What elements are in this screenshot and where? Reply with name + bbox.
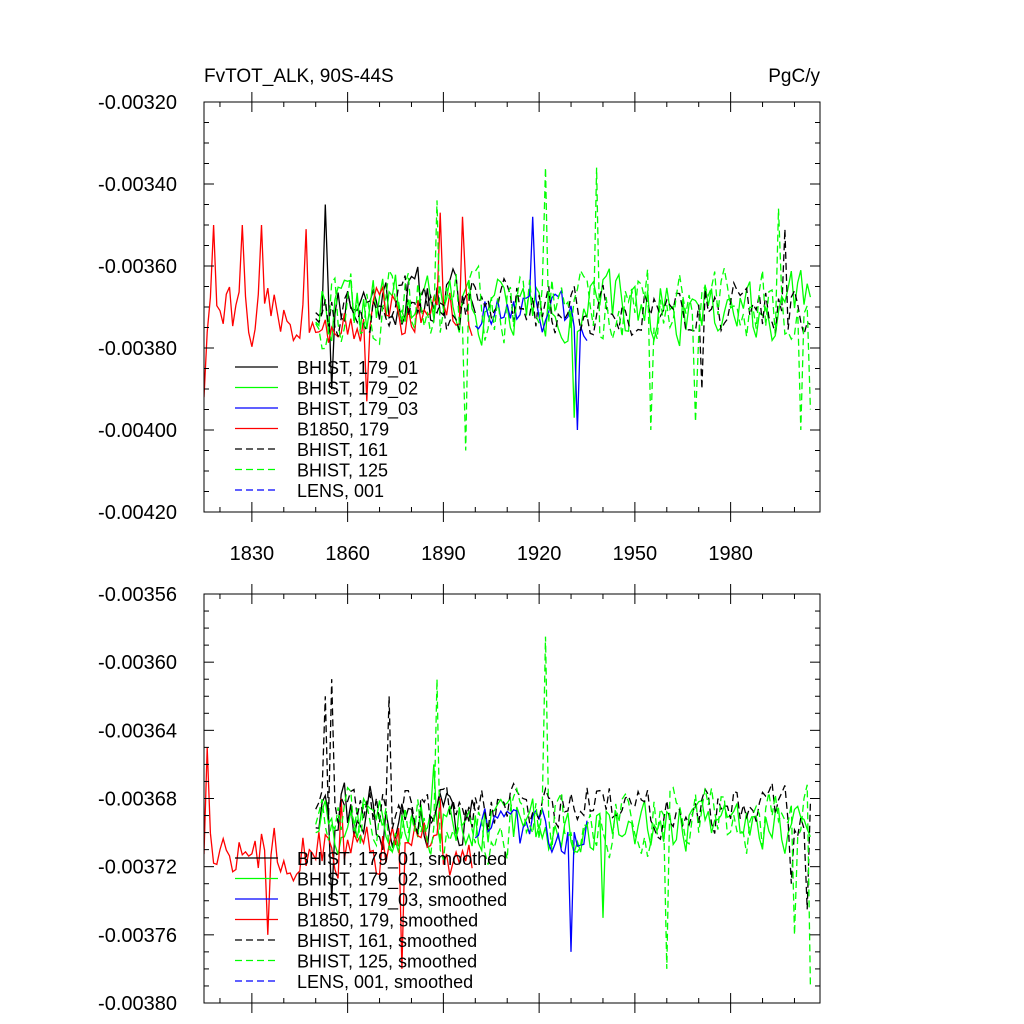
series-line-1 — [315, 764, 812, 918]
y-tick-label: -0.00420 — [98, 502, 177, 524]
series-line-0 — [315, 204, 476, 390]
chart-panel-top: 1830 1860 1890 1920 1950 1980 -0.00420 -0.00400… — [98, 66, 821, 565]
series-line-5 — [315, 636, 812, 987]
chart-panel-bottom: -0.00380 -0.00376 -0.00372 -0.00368 -0.00364… — [98, 584, 821, 1015]
legend-label-0: BHIST, 179_01, smoothed — [297, 849, 507, 870]
legend-label-1: BHIST, 179_02 — [297, 379, 418, 400]
series-line-1 — [315, 268, 812, 418]
legend-label-6: LENS, 001 — [297, 481, 384, 501]
legend-label-2: BHIST, 179_03 — [297, 399, 418, 420]
y-tick-label: -0.00376 — [98, 925, 177, 947]
legend-label-5: BHIST, 125, smoothed — [297, 952, 477, 972]
legend-label-2: BHIST, 179_03, smoothed — [297, 890, 507, 911]
y-tick-label: -0.00360 — [98, 256, 177, 278]
legend-label-4: BHIST, 161, smoothed — [297, 931, 477, 951]
y-tick-label: -0.00380 — [98, 993, 177, 1015]
y-tick-label: -0.00356 — [98, 584, 177, 606]
y-tick-label: -0.00360 — [98, 652, 177, 674]
legend-label-3: B1850, 179, smoothed — [297, 911, 478, 931]
y-tick-label: -0.00320 — [98, 92, 177, 114]
y-tick-label: -0.00340 — [98, 174, 177, 196]
x-tick-label: 1860 — [325, 543, 370, 565]
legend-label-3: B1850, 179 — [297, 420, 389, 440]
series-line-2 — [474, 216, 588, 431]
x-tick-label: 1980 — [708, 543, 753, 565]
x-tick-label: 1890 — [421, 543, 466, 565]
series-line-5 — [315, 167, 812, 451]
y-tick-label: -0.00368 — [98, 789, 177, 811]
legend-label-5: BHIST, 125 — [297, 461, 388, 481]
legend-label-1: BHIST, 179_02, smoothed — [297, 870, 507, 891]
series-line-2 — [474, 806, 588, 952]
x-tick-label: 1920 — [517, 543, 562, 565]
legend-label-6: LENS, 001, smoothed — [297, 972, 473, 992]
legend-label-4: BHIST, 161 — [297, 440, 388, 460]
x-tick-label: 1950 — [613, 543, 658, 565]
x-tick-label: 1830 — [230, 543, 275, 565]
y-tick-label: -0.00380 — [98, 338, 177, 360]
chart-title: FvTOT_ALK, 90S-44S — [204, 66, 394, 87]
legend-label-0: BHIST, 179_01 — [297, 358, 418, 379]
series-line-4 — [315, 679, 812, 910]
series-line-0 — [315, 782, 476, 901]
y-tick-label: -0.00400 — [98, 420, 177, 442]
chart-units: PgC/y — [768, 66, 820, 87]
series-group — [204, 636, 812, 987]
series-group — [204, 167, 812, 451]
y-tick-label: -0.00364 — [98, 720, 177, 742]
series-line-3 — [204, 747, 473, 969]
y-tick-label: -0.00372 — [98, 857, 177, 879]
